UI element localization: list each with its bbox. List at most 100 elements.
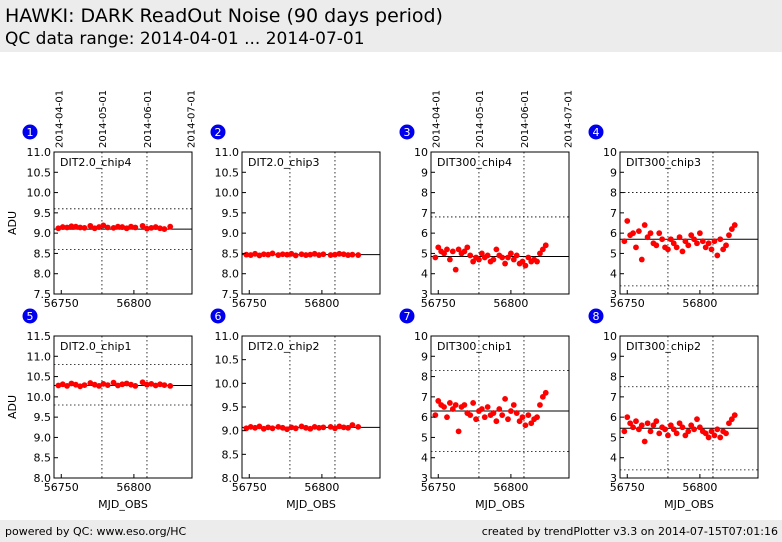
panel-3-plot-frame xyxy=(430,151,570,295)
panel-2-badge-number: 2 xyxy=(215,126,222,139)
panel-3-data-point xyxy=(441,250,447,257)
panel-4-series-label: DIT300_chip3 xyxy=(626,156,701,169)
panel-7-data-point xyxy=(490,410,497,416)
panel-6-plot-frame xyxy=(241,335,381,479)
panel-6-data-point xyxy=(303,424,309,431)
panel-8-data-point xyxy=(638,422,645,429)
panel-2-data-point xyxy=(256,252,263,259)
panel-7-data-point xyxy=(449,406,456,412)
panel-2-data-point xyxy=(247,252,254,258)
panel-8-data-point xyxy=(726,420,732,427)
panel-1-y-tick-label: 11.0 xyxy=(27,146,52,159)
panel-8-data-point xyxy=(685,428,692,435)
panel-7-data-point xyxy=(452,402,459,408)
panel-7-series-label: DIT300_chip1 xyxy=(437,340,512,353)
panel-4-data-point xyxy=(673,244,680,251)
panel-4-data-point xyxy=(635,228,642,235)
panel-8-data-point xyxy=(665,432,671,439)
panel-3-data-point xyxy=(493,246,500,253)
panel-5-plot-frame xyxy=(53,335,193,479)
panel-4-data-point xyxy=(728,226,735,232)
panel-4-data-point xyxy=(717,236,724,243)
panel-6-badge-number: 6 xyxy=(215,310,222,323)
panel-7-data-point xyxy=(432,412,439,419)
panel-1-y-tick-label: 9.0 xyxy=(34,227,52,240)
panel-8-data-point xyxy=(688,422,695,429)
panel-4-data-point xyxy=(644,234,651,241)
panel-1-y-tick-label: 10.5 xyxy=(27,166,52,179)
panel-6-data-point xyxy=(269,425,276,432)
panel-3-data-point xyxy=(513,252,520,259)
panel-3-data-point xyxy=(525,254,532,261)
panel-4-y-tick-label: 6 xyxy=(610,227,617,240)
panel-6-data-point xyxy=(311,423,318,430)
panel-1-data-point xyxy=(72,223,79,230)
panel-2-data-point xyxy=(316,252,322,258)
panel-1-data-point xyxy=(144,225,150,232)
panel-7-data-point xyxy=(502,395,508,402)
panel-7-data-point xyxy=(539,393,546,400)
panel-1-badge xyxy=(22,124,38,140)
panel-8-data-point xyxy=(696,424,703,431)
panel-1-data-point xyxy=(132,224,139,231)
panel-3-data-point xyxy=(542,242,549,249)
panel-5-x-tick-label: 56800 xyxy=(116,481,151,494)
panel-5-data-point xyxy=(123,380,130,387)
panel-1-data-point xyxy=(68,223,75,230)
panel-3-y-tick-label: 5 xyxy=(421,247,428,260)
panel-4-data-point xyxy=(696,230,703,237)
panel-2-y-tick-label: 9.0 xyxy=(222,227,240,240)
panel-5-y-tick-label: 9.5 xyxy=(34,411,52,424)
panel-6-x-axis-label: MJD_OBS xyxy=(286,498,336,511)
panel-1-data-point xyxy=(59,224,66,230)
panel-1-data-point xyxy=(100,222,107,229)
panel-5-x-tick-label: 56750 xyxy=(44,481,79,494)
panel-5-y-axis-label: ADU xyxy=(6,395,19,419)
panel-5-data-point xyxy=(68,380,75,387)
panel-8-data-point xyxy=(731,412,738,419)
panel-6-data-point xyxy=(260,425,267,432)
panel-8-series-label: DIT300_chip2 xyxy=(626,340,701,353)
panel-3-y-tick-label: 10 xyxy=(414,146,428,159)
panel-1-data-point xyxy=(77,224,84,231)
panel-3-y-tick-label: 9 xyxy=(421,166,428,179)
panel-3-y-tick-label: 8 xyxy=(421,187,428,200)
panel-7-data-point xyxy=(455,428,462,435)
panel-4-data-point xyxy=(656,230,663,237)
panel-5-data-point xyxy=(59,381,66,388)
panel-5-data-point xyxy=(144,381,150,388)
panel-3-y-tick-label: 6 xyxy=(421,227,428,240)
panel-8-data-point xyxy=(670,426,677,433)
panel-4-data-point xyxy=(691,236,697,243)
panel-8-y-tick-label: 9 xyxy=(610,350,617,363)
panel-2-data-point xyxy=(298,251,305,258)
panel-1-data-point xyxy=(119,224,126,230)
panel-6-data-point xyxy=(265,424,272,431)
panel-3-data-point xyxy=(432,254,439,261)
panel-2-data-point xyxy=(279,251,286,258)
panel-6-y-tick-label: 10.5 xyxy=(215,354,240,367)
panel-2-y-tick-label: 9.5 xyxy=(222,207,240,220)
panel-1-y-tick-label: 7.5 xyxy=(34,288,52,301)
panel-1-y-axis-label: ADU xyxy=(6,211,19,235)
panel-2-data-point xyxy=(252,250,258,257)
panel-6-y-tick-label: 9.0 xyxy=(222,425,240,438)
panel-1-date-tick-label: 2014-06-01 xyxy=(143,90,154,148)
panel-8-data-point xyxy=(653,418,660,425)
panel-7-data-point xyxy=(446,400,453,406)
panel-6-data-point xyxy=(275,423,282,430)
panel-8-data-point xyxy=(662,426,668,433)
panel-5-x-axis-label: MJD_OBS xyxy=(98,498,148,511)
panel-3-y-tick-label: 4 xyxy=(421,268,428,281)
panel-7-data-point xyxy=(435,398,442,404)
panel-5-y-tick-label: 9.0 xyxy=(34,431,52,444)
panel-3-date-tick-label: 2014-06-01 xyxy=(520,90,531,148)
panel-7-x-tick-label: 56750 xyxy=(421,481,456,494)
panel-6-x-tick-label: 56800 xyxy=(304,481,339,494)
panel-5-series-label: DIT2.0_chip1 xyxy=(60,340,131,353)
panel-4-data-point xyxy=(688,232,695,239)
panel-4-y-tick-label: 10 xyxy=(603,146,617,159)
panel-3-y-tick-label: 3 xyxy=(421,288,428,301)
panel-2-data-point xyxy=(345,252,351,258)
panel-8-data-point xyxy=(708,428,715,435)
